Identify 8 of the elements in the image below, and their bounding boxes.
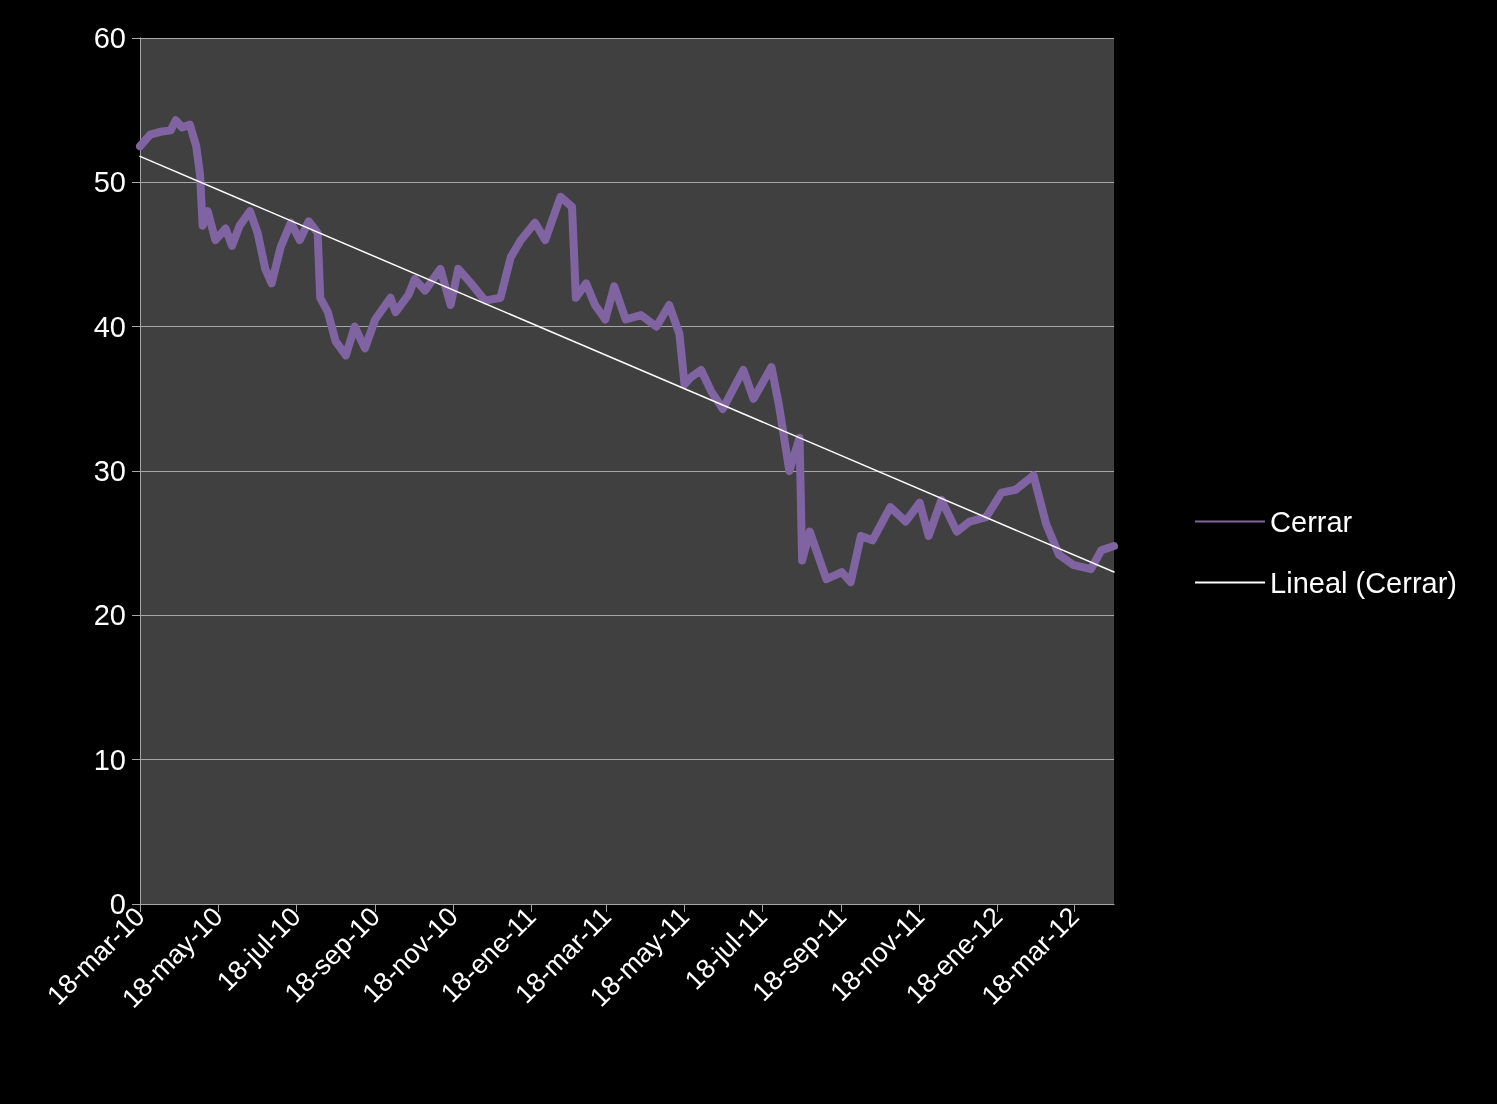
legend-label: Cerrar: [1270, 505, 1353, 538]
y-tick-label: 10: [93, 743, 126, 776]
y-tick-label: 40: [93, 310, 126, 343]
legend-label: Lineal (Cerrar): [1270, 566, 1458, 599]
y-tick-label: 30: [93, 455, 126, 487]
y-tick-label: 60: [93, 22, 126, 54]
y-tick-label: 20: [93, 599, 126, 632]
y-tick-label: 50: [93, 166, 126, 199]
